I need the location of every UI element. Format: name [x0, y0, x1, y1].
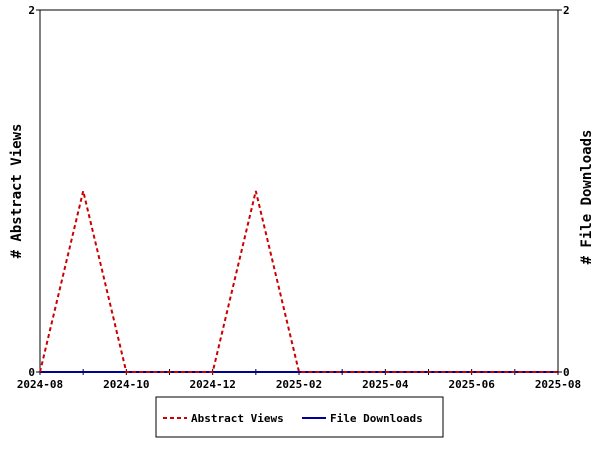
y-tick-label-left: 2: [28, 4, 35, 17]
y-axis-title-right: # File Downloads: [579, 130, 595, 265]
legend: Abstract Views File Downloads: [155, 396, 444, 438]
series-line-abstract-views: [39, 190, 558, 373]
y-axis-title-left: # Abstract Views: [9, 124, 25, 259]
y-tick-label-right: 0: [563, 366, 570, 379]
x-tick-label: 2024-10: [103, 378, 149, 391]
x-tick-label: 2025-02: [276, 378, 322, 391]
series-layer: [39, 190, 559, 373]
x-tick-label: 2024-12: [189, 378, 235, 391]
x-tick-label: 2024-08: [17, 378, 63, 391]
plot-area: [39, 9, 559, 373]
y-tick-label-right: 2: [563, 4, 570, 17]
y-axis-ticks: 0 2 0 2: [28, 4, 569, 379]
legend-label-abstract-views: Abstract Views: [191, 412, 284, 425]
x-axis-ticks: 2024-08 2024-10 2024-12 2025-02 2025-04 2025-…: [17, 369, 581, 391]
x-tick-label: 2025-08: [535, 378, 581, 391]
legend-label-file-downloads: File Downloads: [330, 412, 423, 425]
y-tick-label-left: 0: [28, 366, 35, 379]
x-tick-label: 2025-06: [448, 378, 495, 391]
legend-box: [155, 396, 444, 438]
x-tick-label: 2025-04: [362, 378, 409, 391]
